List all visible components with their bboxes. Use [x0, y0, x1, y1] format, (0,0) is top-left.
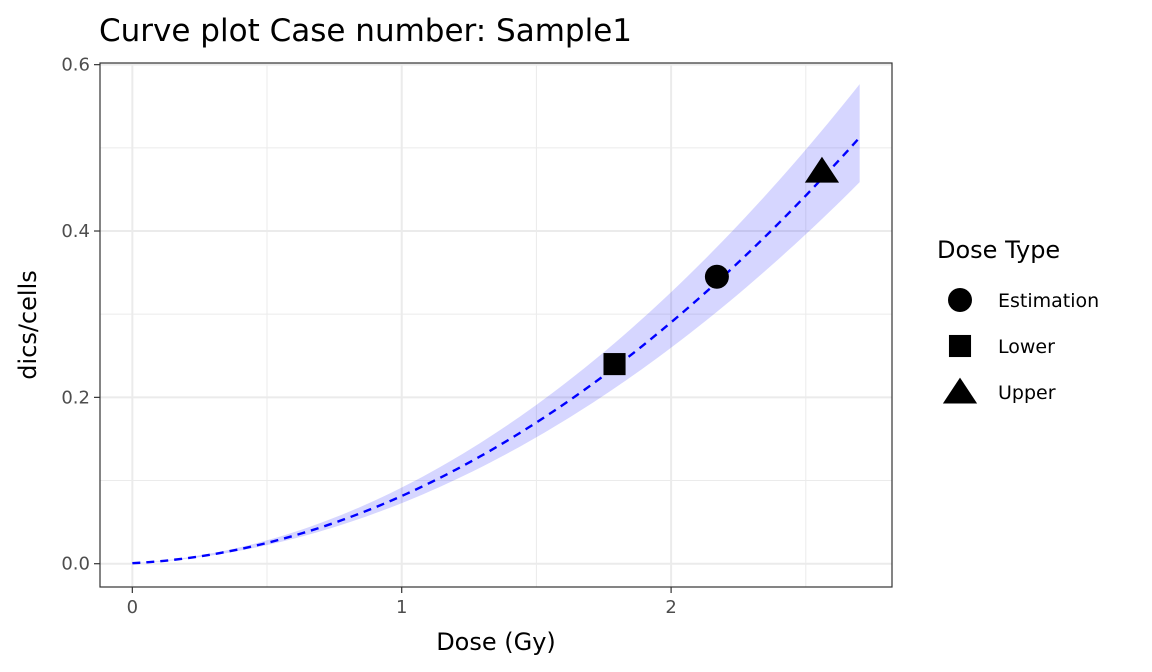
axes: 0 1 2 0.0 0.2 0.4 0.6 [61, 55, 676, 618]
y-tick-label: 0.2 [61, 387, 90, 408]
grid [100, 63, 892, 587]
legend-entries: Estimation Lower Upper [942, 288, 1099, 404]
legend-key-estimation [948, 288, 972, 312]
x-tick-label: 0 [127, 597, 138, 618]
legend-key-lower [948, 334, 972, 358]
legend-title: Dose Type [937, 236, 1060, 264]
point-lower [603, 353, 626, 376]
y-tick-label: 0.6 [61, 55, 90, 76]
point-upper [804, 156, 840, 183]
chart-title: Curve plot Case number: Sample1 [99, 13, 632, 49]
y-axis-title: dics/cells [14, 270, 42, 380]
legend-label-upper: Upper [998, 382, 1056, 404]
fitted-curve-line [132, 136, 861, 565]
y-tick-label: 0.4 [61, 221, 90, 242]
data-points [603, 156, 840, 376]
y-tick-label: 0.0 [61, 554, 90, 575]
legend-label-estimation: Estimation [998, 290, 1099, 312]
panel-border [99, 62, 893, 588]
x-axis-title: Dose (Gy) [436, 628, 556, 656]
legend: Dose Type Estimation Lower Upper [937, 236, 1099, 404]
legend-label-lower: Lower [998, 336, 1055, 358]
x-tick-label: 1 [396, 597, 407, 618]
legend-key-upper [942, 377, 978, 404]
point-estimation [704, 264, 729, 289]
plot-area [99, 62, 893, 588]
x-tick-label: 2 [665, 597, 676, 618]
